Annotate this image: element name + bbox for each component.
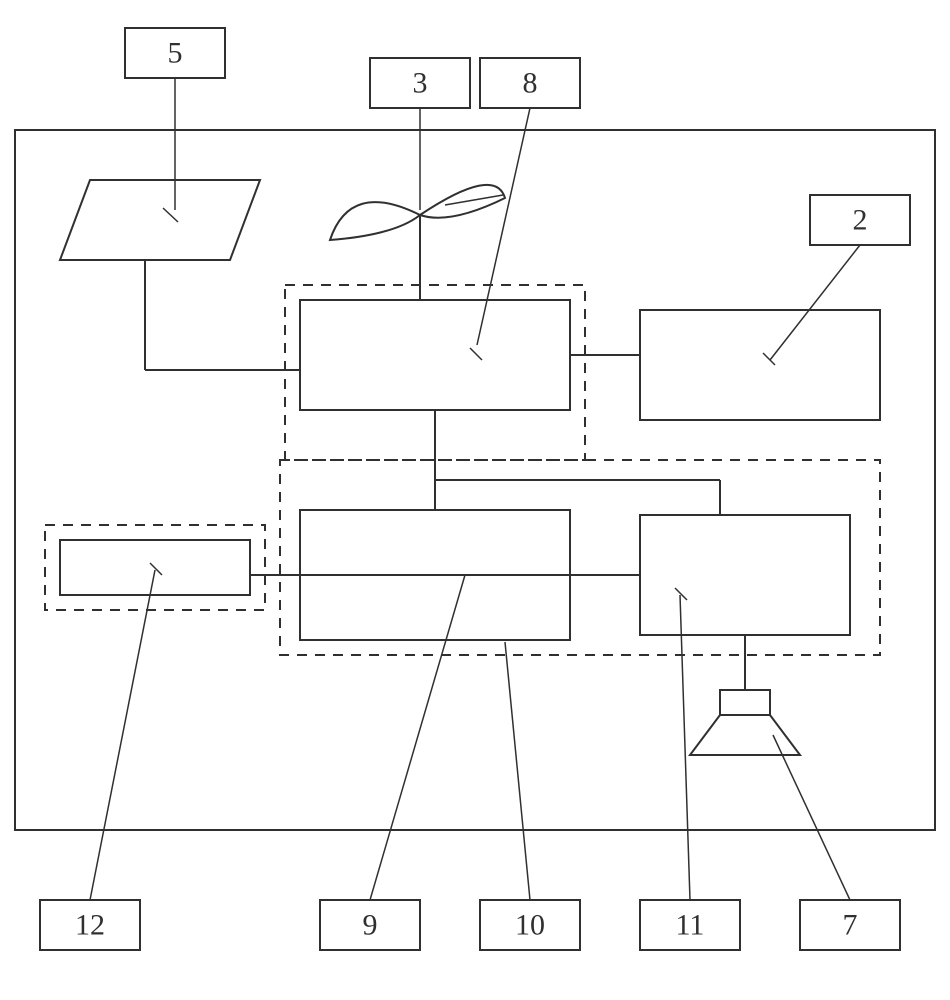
label-text-2: 2 xyxy=(853,204,868,237)
solar-panel xyxy=(60,180,260,260)
label-text-3: 3 xyxy=(413,67,428,100)
speaker-box xyxy=(720,690,770,715)
leader-line-11 xyxy=(680,595,690,900)
block-diagram: 5 3 8 2 12 9 10 11 7 xyxy=(0,0,950,1000)
label-text-8: 8 xyxy=(523,67,538,100)
label-text-7: 7 xyxy=(843,909,858,942)
block-11-tick xyxy=(675,588,687,600)
leader-line-12 xyxy=(90,570,155,900)
block-12-tick xyxy=(150,563,162,575)
block-11 xyxy=(640,515,850,635)
block-2 xyxy=(640,310,880,420)
label-text-9: 9 xyxy=(363,909,378,942)
leader-line-9 xyxy=(370,575,465,900)
leader-line-2 xyxy=(770,245,860,360)
leader-line-7 xyxy=(773,735,850,900)
label-text-10: 10 xyxy=(515,909,545,942)
block-8-tick xyxy=(470,348,482,360)
propeller-left-leaf xyxy=(330,202,420,240)
dashed-enclosure-lower xyxy=(280,460,880,655)
solar-panel-tick xyxy=(163,208,178,222)
speaker-horn xyxy=(690,715,800,755)
leader-line-8 xyxy=(477,108,530,345)
label-text-5: 5 xyxy=(168,37,183,70)
label-text-11: 11 xyxy=(676,909,705,942)
leader-line-10 xyxy=(505,642,530,900)
label-text-12: 12 xyxy=(75,909,105,942)
block-8 xyxy=(300,300,570,410)
